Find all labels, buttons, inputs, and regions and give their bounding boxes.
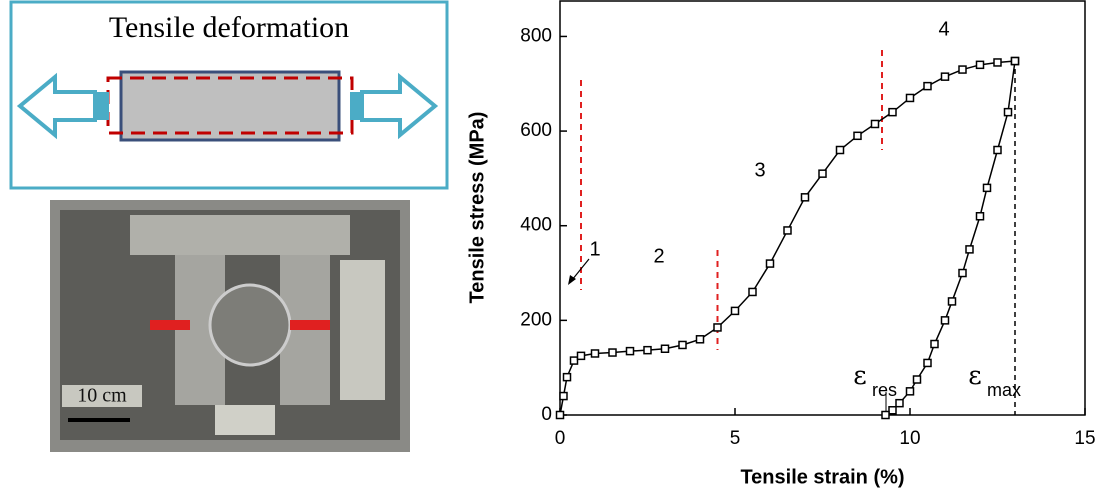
y-tick-label: 0 [541, 404, 552, 425]
series-line [885, 60, 1016, 416]
scale-label: 10 cm [77, 385, 127, 407]
data-point [975, 212, 985, 221]
data-point [958, 268, 967, 278]
data-point [555, 410, 565, 420]
data-point [888, 406, 897, 415]
data-point [912, 375, 922, 384]
data-point [881, 410, 890, 420]
data-point [562, 372, 572, 382]
annotation-sub: res [872, 380, 897, 400]
data-point [895, 398, 904, 408]
data-point [1003, 107, 1013, 117]
data-point [993, 145, 1002, 155]
data-point [870, 119, 880, 129]
y-axis-title: Tensile stress (MPa) [466, 112, 488, 304]
data-point [1010, 56, 1020, 66]
annotation-sub: max [987, 380, 1021, 400]
x-tick-label: 15 [1074, 428, 1095, 449]
data-point [853, 131, 862, 141]
data-point [730, 306, 740, 316]
data-point [800, 193, 810, 202]
data-point [765, 259, 775, 268]
data-point [947, 297, 957, 306]
y-tick-label: 800 [520, 25, 552, 46]
annotation-arrow [571, 258, 590, 281]
annotation: 1 [589, 238, 600, 260]
data-point [905, 387, 915, 396]
series-line [559, 60, 1016, 416]
data-point [569, 356, 579, 365]
annotation: 2 [653, 245, 664, 267]
data-point [835, 145, 845, 155]
photo-part [130, 215, 350, 255]
scale-bg [62, 385, 142, 407]
data-point [940, 72, 950, 81]
x-tick-label: 0 [555, 428, 566, 449]
data-point [975, 60, 985, 70]
x-tick-label: 5 [730, 428, 741, 449]
data-point [748, 287, 757, 297]
data-point [958, 65, 967, 74]
data-point [905, 93, 915, 103]
data-point [923, 81, 932, 91]
data-point [982, 183, 992, 193]
chart: 0 5 10 15 0 200 400 600 800 Tensile strain (%) Ten… [466, 0, 1096, 488]
annotation: 3 [754, 159, 765, 181]
x-axis-title: Tensile strain (%) [740, 466, 904, 488]
annotation: ε [853, 361, 866, 391]
grip-left [95, 92, 109, 120]
photo: 10 cm [50, 200, 410, 452]
photo-part [208, 283, 292, 367]
annotation: 4 [938, 18, 949, 40]
photo-part [215, 405, 275, 435]
y-tick-label: 400 [520, 215, 552, 236]
specimen [119, 70, 341, 142]
x-tick-label: 10 [899, 428, 920, 449]
data-point [590, 349, 600, 358]
data-point [923, 358, 932, 368]
diagram-title: Tensile deformation [109, 11, 349, 44]
deformation-diagram: Tensile deformation [9, 0, 449, 190]
data-point [625, 346, 635, 356]
data-point [608, 348, 617, 357]
grip-right [350, 92, 364, 120]
data-point [695, 335, 705, 344]
data-point [965, 245, 974, 254]
data-point [818, 169, 827, 178]
data-point [713, 323, 722, 332]
data-point [888, 107, 897, 117]
y-tick-label: 200 [520, 309, 552, 330]
data-point [678, 340, 687, 350]
data-point [559, 391, 568, 401]
data-point [660, 344, 670, 354]
data-point [576, 351, 586, 361]
annotation-arrowhead [568, 275, 576, 285]
data-point [783, 226, 792, 235]
photo-part [340, 260, 385, 400]
data-point [993, 58, 1002, 67]
data-point [643, 345, 652, 355]
data-point [930, 339, 939, 349]
plot-frame [559, 0, 1086, 416]
y-tick-label: 600 [520, 120, 552, 141]
data-point [940, 316, 950, 325]
annotation: ε [968, 361, 981, 391]
